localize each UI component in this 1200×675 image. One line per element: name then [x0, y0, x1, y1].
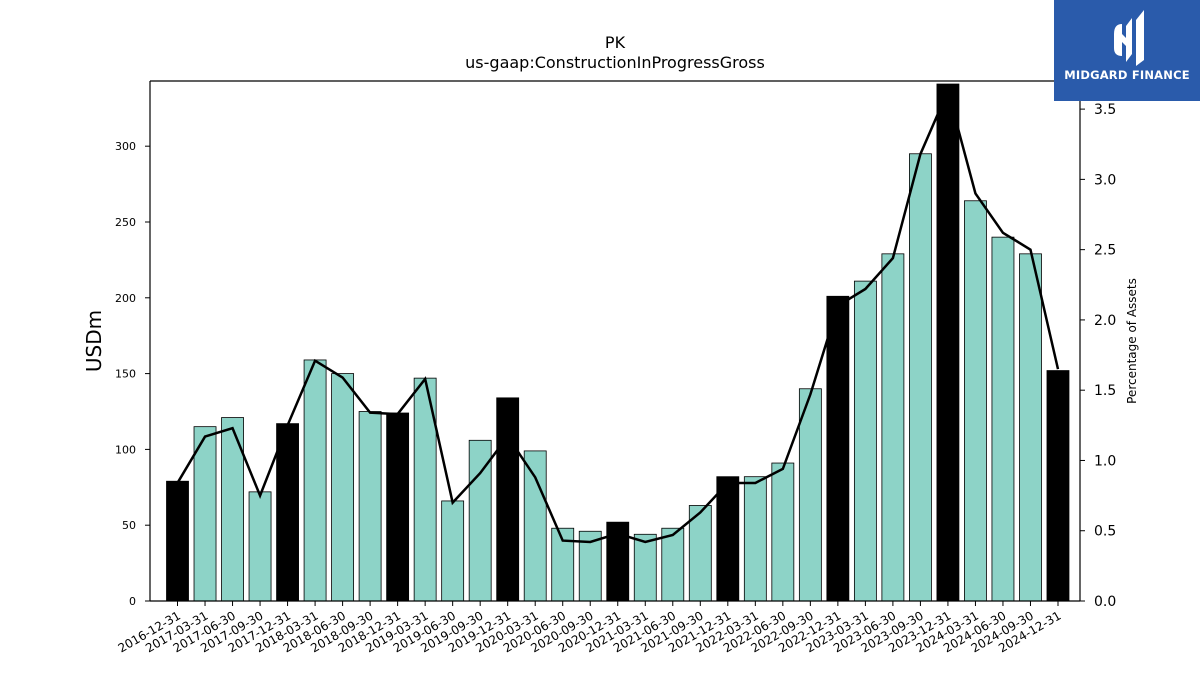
y2-axis-label: Percentage of Assets — [1125, 278, 1139, 404]
bar-2018-06-30 — [331, 373, 355, 602]
bar-2022-03-31 — [743, 476, 767, 602]
bar-2016-12-31 — [166, 480, 189, 602]
midgard-finance-logo: MIDGARD FINANCE — [1054, 0, 1200, 101]
bars-layer — [166, 83, 1070, 602]
percentage-of-assets-line — [176, 87, 1060, 544]
y2-tick-label: 0.0 — [1094, 594, 1116, 610]
y2-tick-label: 0.5 — [1094, 524, 1116, 540]
bar-2023-03-31 — [853, 280, 877, 602]
y-tick-label: 0 — [129, 595, 136, 608]
bar-2021-06-30 — [661, 527, 685, 602]
bar-2017-03-31 — [193, 426, 217, 602]
bar-2018-03-31 — [303, 359, 327, 602]
y2-tick-label: 2.5 — [1094, 243, 1116, 259]
bar-2018-09-30 — [358, 411, 382, 602]
y-axis-label: USDm — [82, 310, 106, 372]
y2-tick-label: 2.0 — [1094, 313, 1116, 329]
bar-2023-06-30 — [881, 253, 905, 602]
logo-text: MIDGARD FINANCE — [1064, 68, 1190, 82]
y-tick-label: 250 — [115, 216, 136, 229]
y-tick-label: 50 — [122, 519, 136, 532]
bar-2022-06-30 — [771, 462, 795, 602]
y-tick-label: 200 — [115, 292, 136, 305]
y-tick-label: 300 — [115, 140, 136, 153]
bar-2023-12-31 — [936, 83, 960, 602]
bar-2019-12-31 — [496, 397, 520, 602]
bar-2024-09-30 — [1019, 253, 1042, 602]
y2-tick-label: 3.0 — [1094, 172, 1116, 188]
y2-tick-label: 1.0 — [1094, 453, 1116, 469]
y-tick-label: 100 — [115, 443, 136, 456]
bar-2018-12-31 — [386, 412, 410, 602]
bar-2024-06-30 — [991, 236, 1015, 602]
y-tick-label: 150 — [115, 368, 136, 381]
bar-2024-03-31 — [964, 200, 987, 602]
bar-2021-12-31 — [716, 476, 740, 602]
bar-2017-09-30 — [248, 491, 272, 602]
bar-2022-09-30 — [798, 388, 822, 602]
y2-tick-label: 1.5 — [1094, 383, 1116, 399]
chart-subtitle: us-gaap:ConstructionInProgressGross — [465, 53, 765, 72]
chart-title: PK — [605, 33, 626, 52]
bar-2022-12-31 — [826, 295, 850, 602]
bar-2020-03-31 — [523, 450, 547, 602]
bar-2024-12-31 — [1046, 370, 1070, 602]
y2-tick-label: 3.5 — [1094, 102, 1116, 118]
bar-2023-09-30 — [909, 153, 932, 602]
logo-mark-icon — [1114, 10, 1144, 66]
bar-2019-06-30 — [441, 500, 465, 602]
bar-2021-03-31 — [633, 533, 657, 602]
bar-2017-12-31 — [276, 423, 299, 602]
line-layer — [176, 87, 1060, 544]
